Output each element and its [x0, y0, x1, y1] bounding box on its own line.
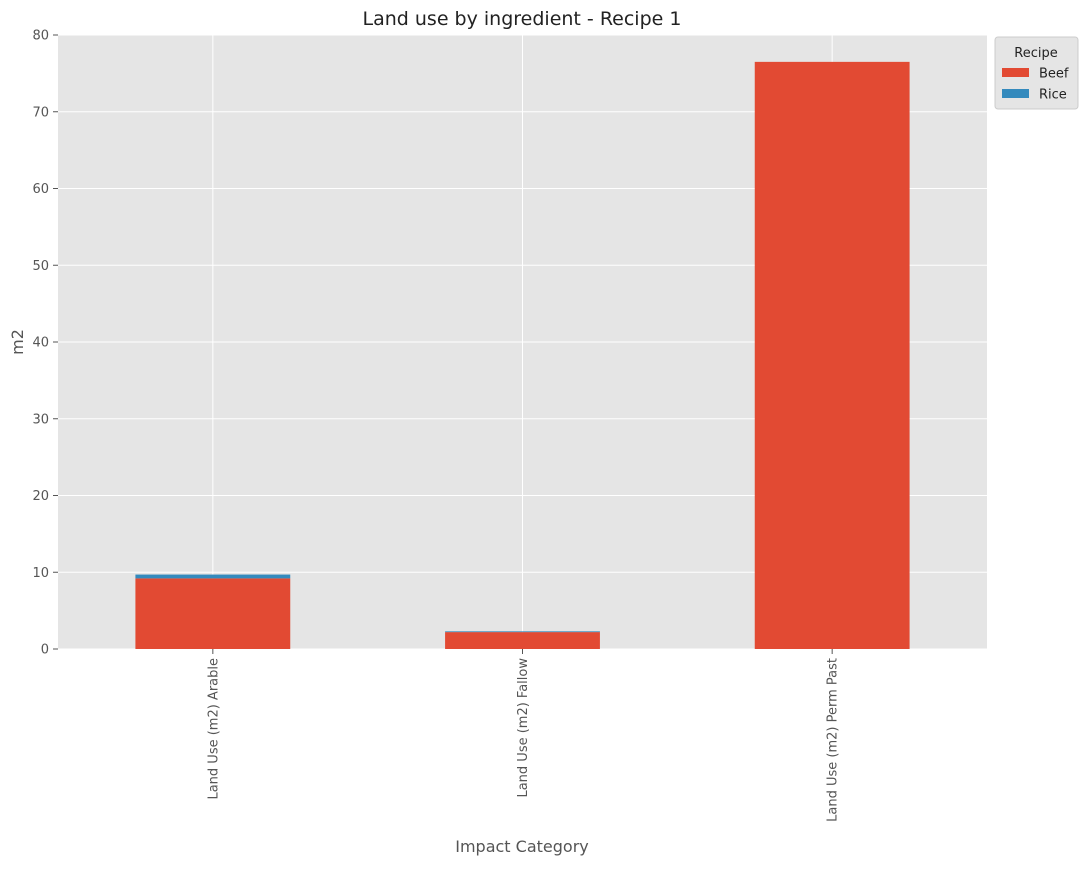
x-tick-label: Land Use (m2) Perm Past	[826, 658, 841, 822]
y-axis-ticks: 0 10 20 30 40 50 60 70 80	[32, 29, 58, 658]
chart-title: Land use by ingredient - Recipe 1	[363, 8, 682, 30]
y-tick-label: 0	[41, 643, 49, 658]
y-tick-label: 80	[32, 29, 49, 44]
bar-rice-0	[135, 574, 291, 579]
y-tick-label: 60	[32, 182, 49, 197]
bars	[135, 61, 910, 650]
bar-beef-0	[135, 578, 291, 649]
legend-title: Recipe	[1014, 46, 1057, 61]
x-axis-ticks: Land Use (m2) Arable Land Use (m2) Fallow…	[206, 649, 841, 822]
y-tick-label: 40	[32, 336, 49, 351]
legend-label-beef: Beef	[1039, 67, 1069, 82]
y-tick-label: 20	[32, 489, 49, 504]
gridlines	[58, 34, 987, 650]
legend-label-rice: Rice	[1039, 88, 1067, 103]
legend-swatch-beef	[1002, 68, 1029, 77]
bar-beef-1	[445, 632, 600, 649]
legend: Recipe Beef Rice	[994, 36, 1079, 110]
legend-swatch-rice	[1002, 89, 1029, 98]
y-tick-label: 30	[32, 412, 49, 427]
bar-rice-1	[445, 631, 600, 633]
x-tick-label: Land Use (m2) Arable	[206, 658, 221, 800]
x-axis-label: Impact Category	[455, 837, 589, 856]
x-tick-label: Land Use (m2) Fallow	[516, 658, 531, 798]
legend-items: Beef Rice	[1002, 67, 1069, 103]
y-tick-label: 50	[32, 259, 49, 274]
y-tick-label: 10	[32, 566, 49, 581]
y-axis-label: m2	[8, 329, 27, 355]
y-tick-label: 70	[32, 105, 49, 120]
bar-beef-2	[754, 61, 910, 650]
